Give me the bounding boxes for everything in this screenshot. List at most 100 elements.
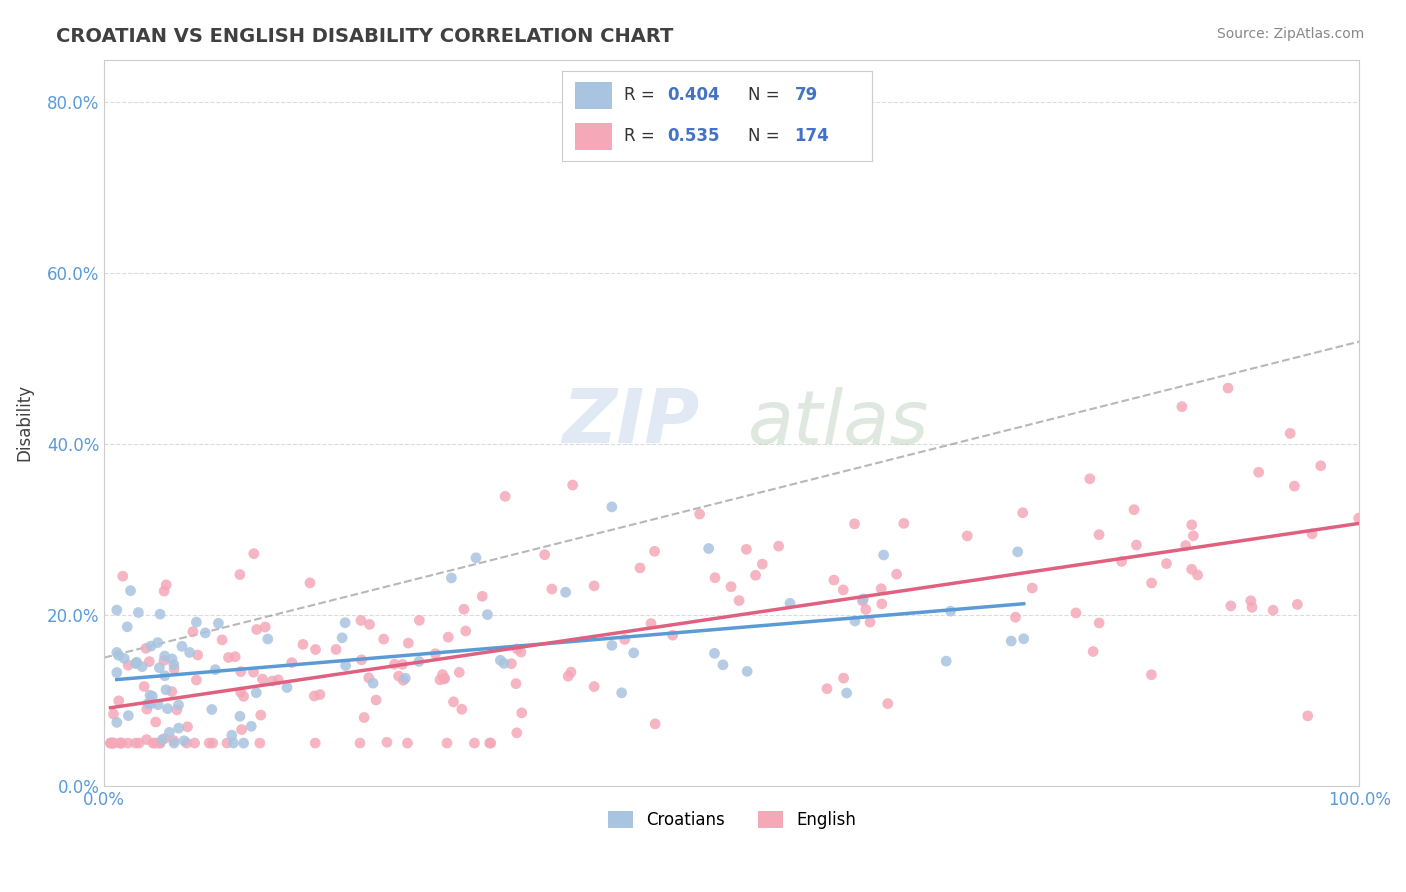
Point <box>249 736 271 750</box>
Point <box>1111 554 1133 568</box>
Point <box>112 651 135 665</box>
Point <box>229 665 252 679</box>
Point <box>832 582 855 597</box>
Point <box>1078 472 1101 486</box>
Point <box>494 489 516 503</box>
Point <box>111 569 134 583</box>
Point <box>350 614 373 628</box>
Point <box>779 596 801 610</box>
Point <box>893 516 915 531</box>
Point <box>167 698 190 712</box>
Point <box>501 657 523 671</box>
Point <box>1261 603 1284 617</box>
Point <box>176 736 198 750</box>
Point <box>243 547 266 561</box>
Point <box>492 657 515 671</box>
Point <box>335 658 357 673</box>
Point <box>720 580 742 594</box>
Point <box>391 657 413 672</box>
Point <box>1140 667 1163 681</box>
Point <box>142 736 165 750</box>
Point <box>160 684 183 698</box>
Point <box>851 594 873 608</box>
Point <box>240 719 263 733</box>
Point <box>505 676 527 690</box>
Point <box>735 665 758 679</box>
Point <box>229 567 252 582</box>
Point <box>254 620 277 634</box>
Point <box>107 694 129 708</box>
Point <box>153 731 176 746</box>
Point <box>1012 632 1035 646</box>
Point <box>768 539 790 553</box>
Point <box>357 671 380 685</box>
Point <box>600 500 623 514</box>
Point <box>256 632 278 646</box>
Point <box>1181 562 1204 576</box>
Point <box>207 616 229 631</box>
Point <box>245 686 267 700</box>
Point <box>471 590 494 604</box>
Point <box>1301 526 1323 541</box>
Point <box>429 673 451 687</box>
Point <box>136 697 159 711</box>
Point <box>935 654 957 668</box>
Point <box>1240 593 1263 607</box>
Point <box>832 671 855 685</box>
Point <box>876 697 898 711</box>
Point <box>823 573 845 587</box>
Point <box>224 649 246 664</box>
Point <box>1279 426 1302 441</box>
Point <box>153 669 176 683</box>
Point <box>610 686 633 700</box>
Point <box>1240 600 1263 615</box>
Point <box>330 631 353 645</box>
Point <box>221 728 243 742</box>
Point <box>204 663 226 677</box>
Point <box>150 732 173 747</box>
Point <box>309 688 332 702</box>
Point <box>166 703 188 717</box>
Point <box>384 657 406 672</box>
Point <box>231 723 253 737</box>
Point <box>373 632 395 646</box>
Point <box>600 639 623 653</box>
Point <box>138 655 160 669</box>
Point <box>155 682 177 697</box>
Point <box>149 736 172 750</box>
Point <box>1123 502 1146 516</box>
Point <box>105 665 128 680</box>
Point <box>149 736 172 750</box>
Point <box>751 557 773 571</box>
Point <box>623 646 645 660</box>
Point <box>110 736 132 750</box>
Point <box>1309 458 1331 473</box>
Point <box>870 597 893 611</box>
Point <box>179 645 201 659</box>
Point <box>1007 545 1029 559</box>
Point <box>453 602 475 616</box>
Point <box>583 680 606 694</box>
Point <box>835 686 858 700</box>
Point <box>375 735 398 749</box>
Point <box>1081 644 1104 658</box>
Point <box>450 702 472 716</box>
Point <box>479 736 502 750</box>
Point <box>100 736 122 750</box>
Point <box>117 658 139 673</box>
Point <box>408 613 430 627</box>
Point <box>120 583 142 598</box>
Point <box>124 736 146 750</box>
Point <box>163 736 186 750</box>
Point <box>176 720 198 734</box>
Point <box>183 736 205 750</box>
Point <box>554 585 576 599</box>
Text: Source: ZipAtlas.com: Source: ZipAtlas.com <box>1216 27 1364 41</box>
Point <box>211 632 233 647</box>
Point <box>215 736 238 750</box>
Point <box>167 721 190 735</box>
Text: 79: 79 <box>794 87 818 104</box>
Point <box>173 733 195 747</box>
Point <box>141 690 163 704</box>
Text: ZIP: ZIP <box>562 386 700 459</box>
